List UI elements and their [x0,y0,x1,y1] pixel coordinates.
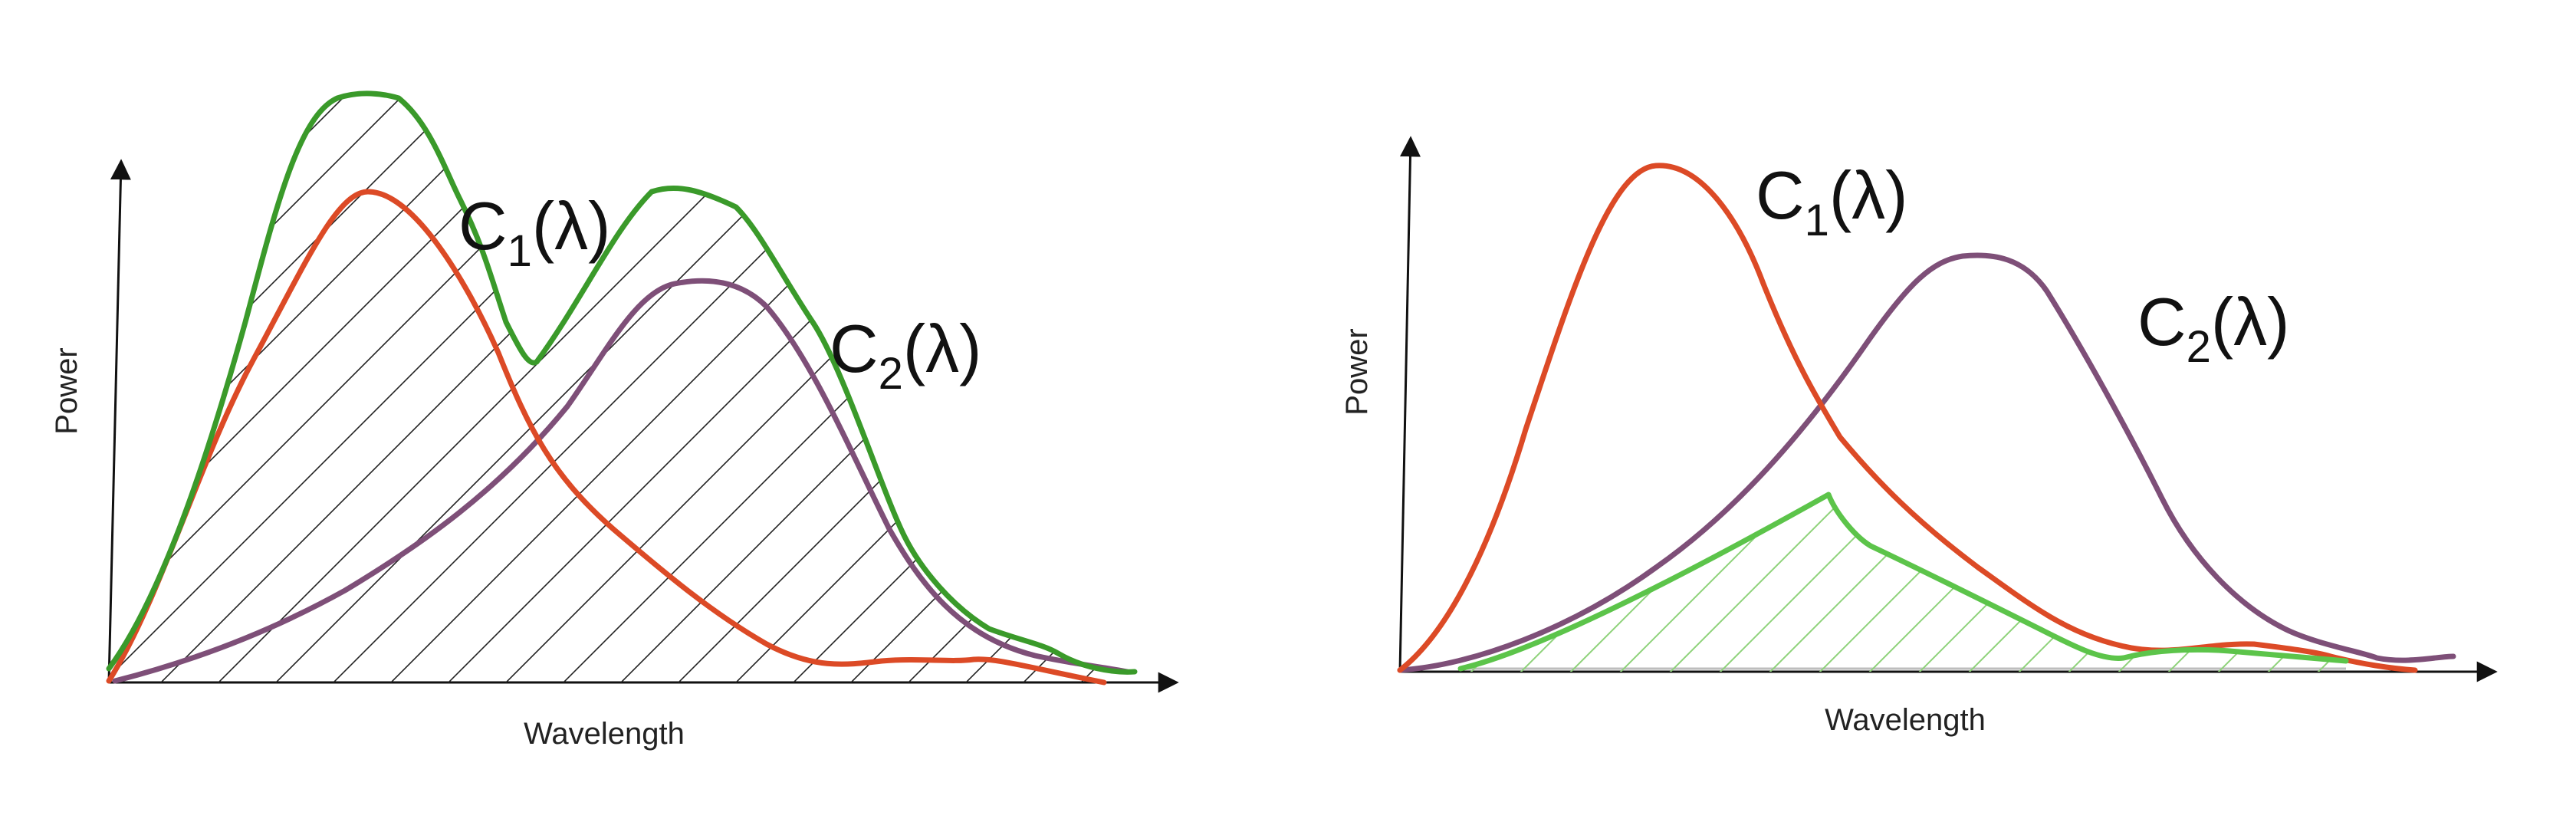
hatch-line [900,93,1135,682]
label-c2: C2(λ) [830,311,981,399]
y-axis [107,159,131,683]
panel-additive: Power Wavelength C1(λ) C2(λ) [50,90,1179,751]
curve-c1 [1397,163,2418,673]
svg-text:C2(λ): C2(λ) [830,311,981,399]
hatch-line [109,93,595,682]
hatch-line [1015,93,1135,682]
hatch-line [958,93,1135,682]
hatch-line [1070,460,1284,675]
curve-sum [106,90,1138,675]
curve-product [1457,492,2349,672]
hatch-line [109,93,652,682]
curve-c2 [112,278,1130,684]
hatch-line [1966,495,2182,672]
svg-text:C1(λ): C1(λ) [458,188,610,276]
panel-subtractive: Power Wavelength C1(λ) C2(λ) [1020,136,2576,737]
y-axis-label: Power [50,347,84,434]
hatch-line [1020,460,1234,675]
label-c2: C2(λ) [2137,284,2289,372]
label-c1: C1(λ) [458,188,610,276]
hatch-line [268,93,882,682]
svg-text:C1(λ): C1(λ) [1756,157,1907,245]
label-c1: C1(λ) [1756,157,1907,245]
hatch-line [1119,460,1334,675]
hatch-line [1916,495,2132,672]
hatch-line [1073,93,1135,682]
hatch-line [2016,495,2232,672]
hatch-line [153,93,767,682]
hatch-line [498,93,1112,682]
hatch-line [728,93,1135,682]
hatch-line [2365,460,2576,675]
hatch-line [1169,460,1384,675]
svg-text:C2(λ): C2(λ) [2137,284,2289,372]
x-axis-label: Wavelength [1825,703,1986,737]
hatch-line [109,93,192,682]
hatch-line [210,93,825,682]
hatch-line [2315,495,2346,672]
hatch-line [109,93,710,682]
hatch-line [2265,495,2346,672]
hatch-line [2165,495,2346,672]
y-axis [1398,136,1421,672]
curve-c1 [106,189,1107,686]
x-axis-label: Wavelength [524,717,685,751]
y-axis-label: Power [1340,328,1374,415]
hatch-line [1460,495,1484,672]
curve-c2 [1397,252,2456,673]
hatch-line [109,93,250,682]
